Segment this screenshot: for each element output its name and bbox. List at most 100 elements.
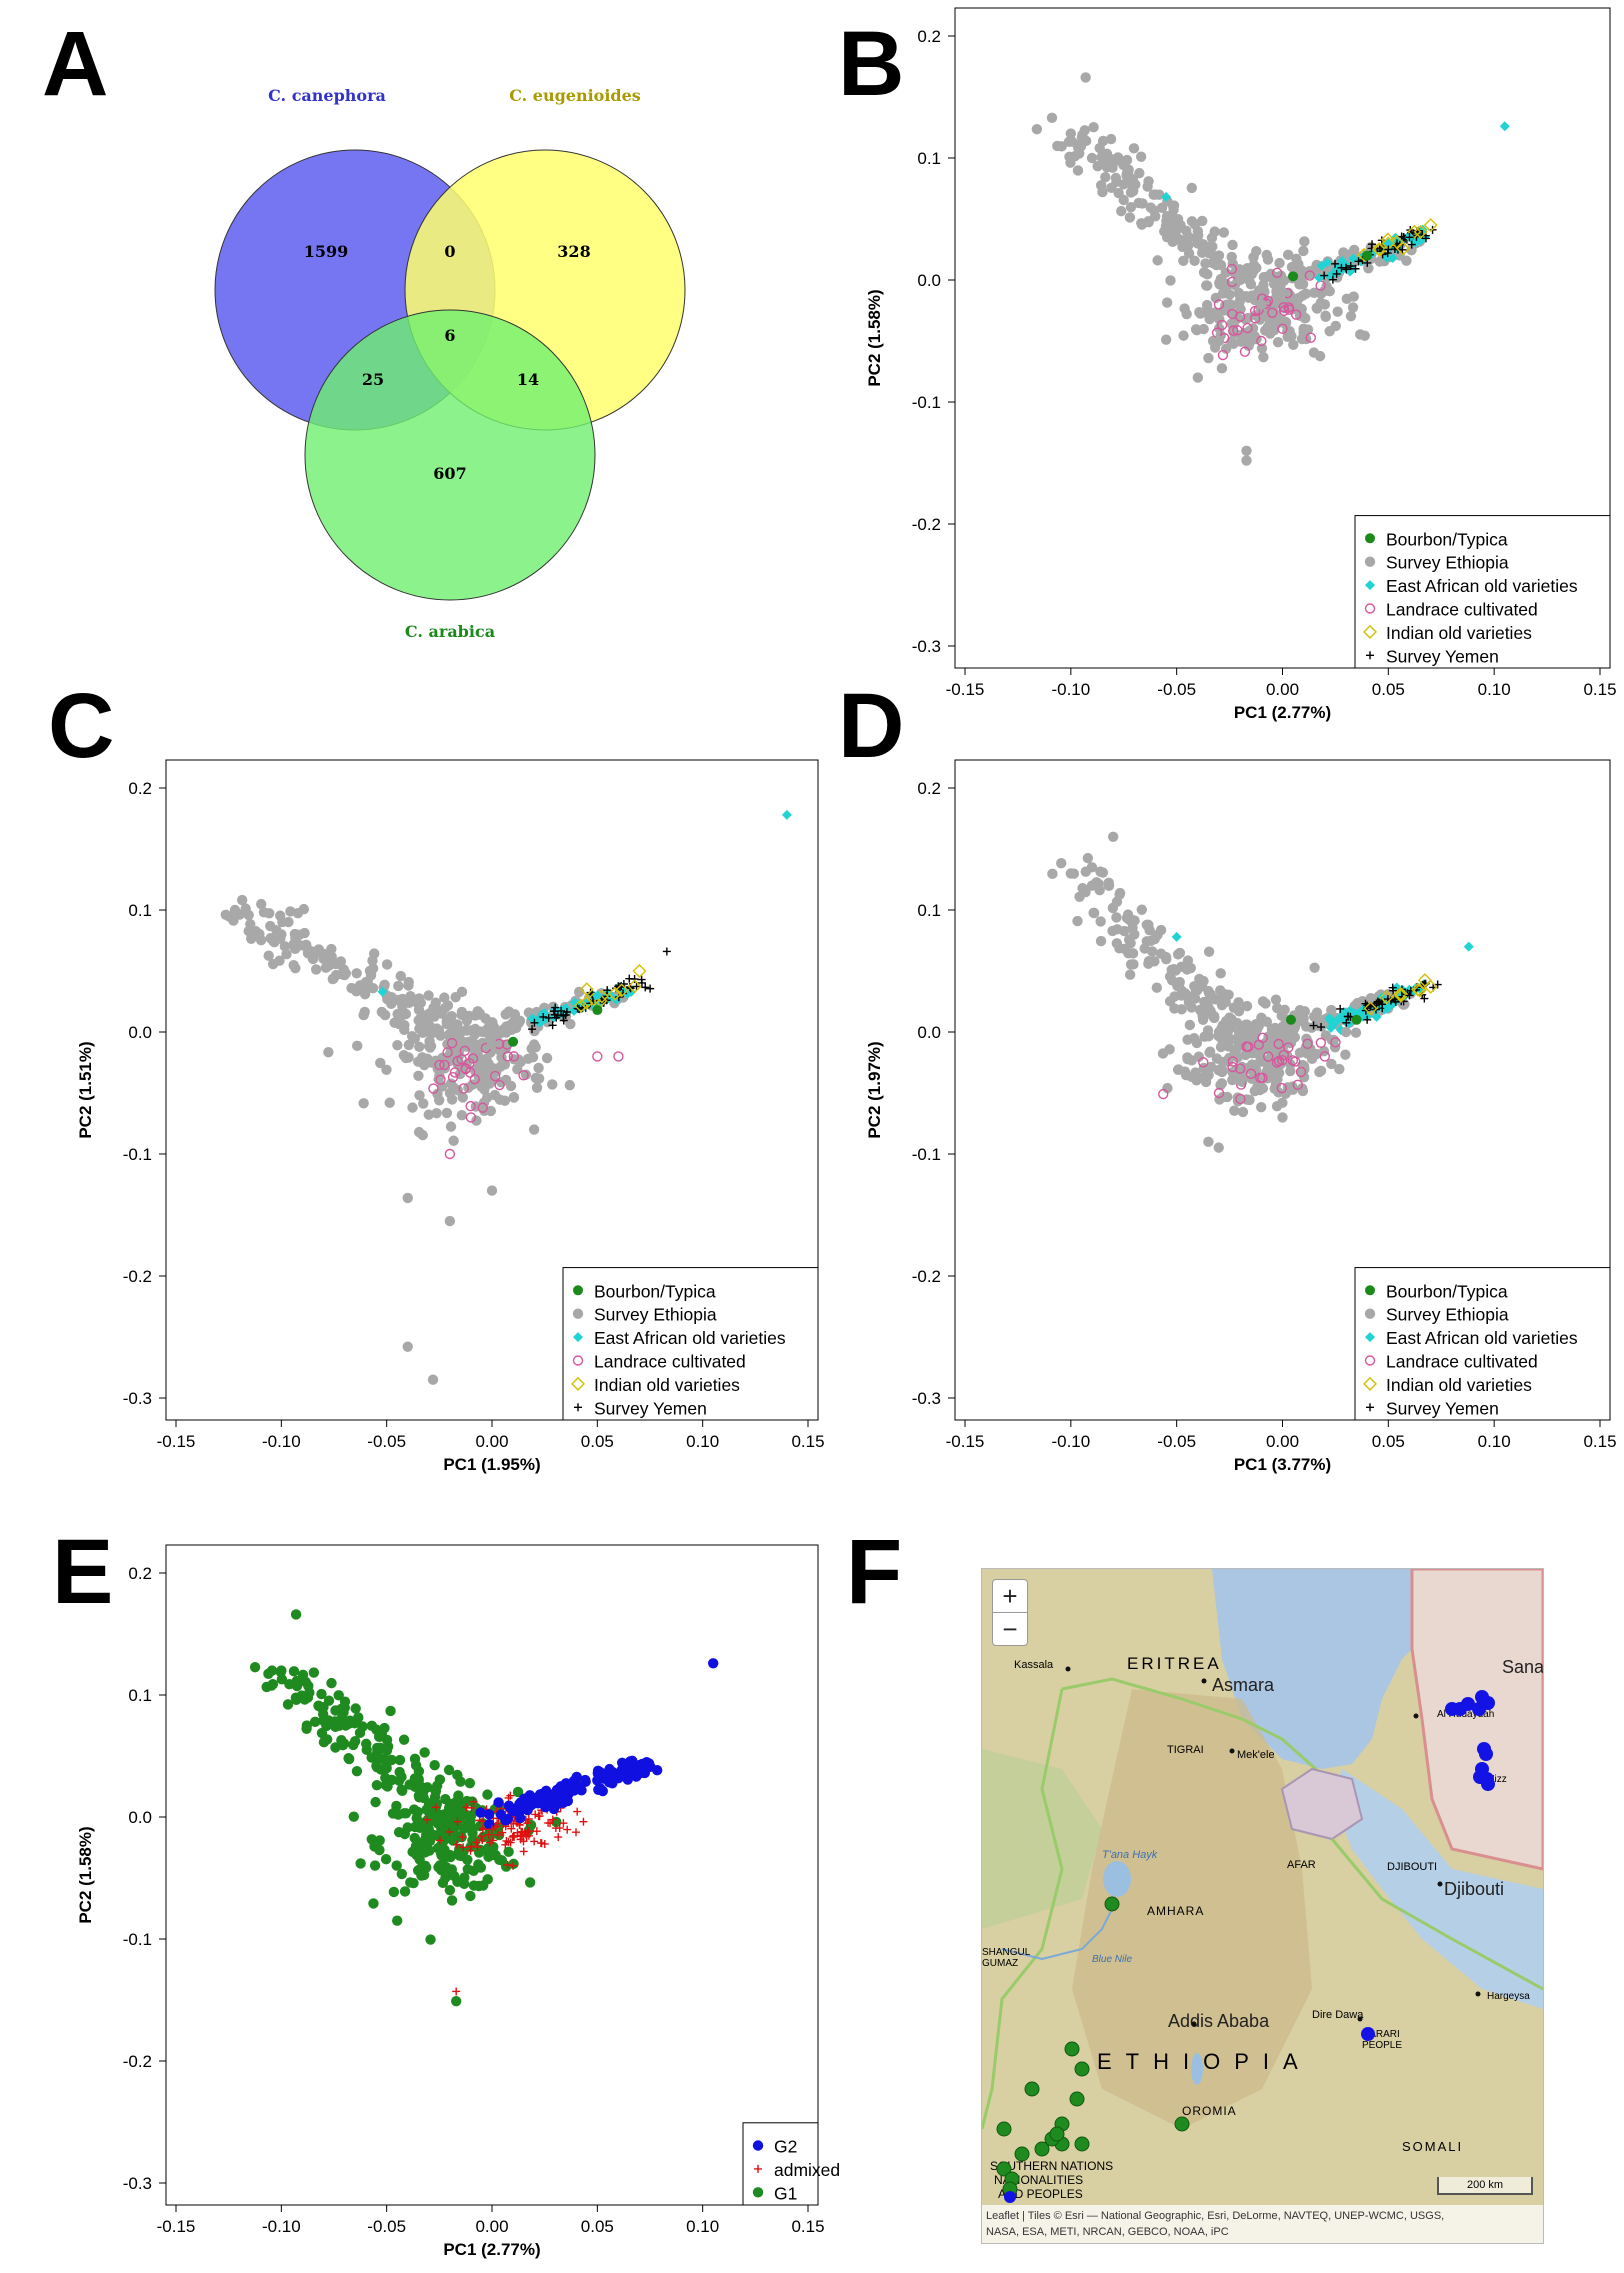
point-g1	[374, 1835, 385, 1846]
map-point-g1[interactable]	[1074, 2136, 1090, 2152]
map-point-g1[interactable]	[1034, 2141, 1050, 2157]
point-bourbon	[1351, 1014, 1362, 1025]
point-ethiopia	[1274, 295, 1285, 307]
point-yemen	[557, 1006, 566, 1015]
map-point-g2[interactable]	[1361, 2027, 1375, 2041]
map-point-g1[interactable]	[1074, 2061, 1090, 2077]
point-ethiopia	[520, 1069, 532, 1080]
point-ethiopia	[340, 968, 351, 979]
point-ethiopia	[1190, 1067, 1201, 1078]
point-ethiopia	[1298, 245, 1309, 257]
point-g1	[429, 1759, 440, 1771]
map-point-g1[interactable]	[996, 2161, 1012, 2177]
y-tick-label: 0.1	[917, 901, 941, 920]
map-point-g1[interactable]	[1049, 2126, 1065, 2142]
point-ethiopia	[1203, 1136, 1214, 1148]
point-landrace	[1257, 1072, 1268, 1084]
point-landrace	[428, 1083, 439, 1094]
point-g1	[481, 1844, 493, 1856]
point-yemen	[1366, 651, 1374, 660]
point-ethiopia	[1056, 858, 1067, 869]
point-g1	[351, 1766, 363, 1777]
point-ethiopia	[290, 962, 301, 974]
point-ethiopia	[1271, 1002, 1283, 1014]
x-tick-label: -0.15	[157, 1432, 196, 1451]
point-g1	[282, 1699, 294, 1710]
point-ethiopia	[1236, 1061, 1248, 1073]
point-ethiopia	[267, 935, 279, 947]
point-landrace	[460, 1063, 472, 1075]
legend-label: East African old varieties	[1386, 576, 1578, 596]
point-g1	[291, 1680, 303, 1692]
map-point-g1[interactable]	[996, 2121, 1012, 2137]
point-ethiopia	[335, 956, 347, 967]
point-ethiopia	[1130, 179, 1141, 190]
point-yemen	[1336, 1004, 1345, 1013]
x-tick-label: 0.15	[791, 1432, 824, 1451]
legend-label: Survey Yemen	[1386, 646, 1499, 666]
map-panel[interactable]: ERITREA ETHIOPIA SOMALI Asmara Djibouti …	[981, 1568, 1544, 2244]
lowland-area	[982, 1749, 1102, 1929]
map-point-g2[interactable]	[1479, 1747, 1493, 1761]
map-point-g1[interactable]	[1014, 2146, 1030, 2162]
map-point-g1[interactable]	[1069, 2091, 1085, 2107]
point-ethiopia	[352, 1040, 363, 1052]
point-yemen	[1328, 275, 1337, 284]
point-admixed	[517, 1827, 526, 1836]
attribution-line-1[interactable]: Leaflet | Tiles © Esri — National Geogra…	[986, 2210, 1445, 2222]
point-ethiopia	[1194, 307, 1205, 318]
map-point-g1[interactable]	[1064, 2041, 1080, 2057]
map-point-g1[interactable]	[1024, 2081, 1040, 2097]
point-g1	[468, 1880, 480, 1891]
point-ethiopia	[1217, 288, 1229, 299]
y-tick-label: 0.2	[917, 779, 941, 798]
point-g1	[435, 1840, 447, 1851]
point-ethiopia	[392, 1008, 403, 1020]
point-g1	[451, 1796, 462, 1807]
point-ethiopia	[274, 955, 285, 966]
zoom-in-button[interactable]: +	[992, 1579, 1028, 1613]
point-ethiopia	[1088, 121, 1099, 133]
point-ethiopia	[1047, 868, 1058, 880]
point-ethiopia	[1114, 943, 1125, 954]
point-yemen	[562, 1007, 571, 1016]
map-city-dot	[1357, 2016, 1363, 2022]
point-eastafrica	[573, 1332, 583, 1343]
point-bourbon	[1285, 1014, 1296, 1025]
map-point-g2[interactable]	[1453, 1702, 1467, 1716]
point-ethiopia	[326, 943, 337, 955]
point-ethiopia	[1213, 1142, 1224, 1153]
point-ethiopia	[1202, 269, 1213, 280]
panel-label-d: D	[838, 675, 905, 777]
point-ethiopia	[1088, 907, 1099, 919]
map-point-g1[interactable]	[1104, 1896, 1120, 1912]
blue-nile-river	[1001, 1898, 1118, 1961]
point-landrace	[1198, 1057, 1209, 1068]
map-point-g1[interactable]	[1174, 2116, 1190, 2132]
point-admixed	[571, 1828, 580, 1837]
y-tick-label: 0.0	[917, 271, 941, 290]
point-ethiopia	[376, 1006, 388, 1018]
x-tick-label: -0.05	[367, 2217, 406, 2236]
point-ethiopia	[1155, 924, 1167, 936]
point-landrace	[458, 1083, 469, 1094]
zoom-out-button[interactable]: −	[992, 1612, 1028, 1646]
x-tick-label: 0.00	[475, 2217, 508, 2236]
point-admixed	[519, 1847, 528, 1856]
gulf-of-aden-water	[1332, 1769, 1543, 2009]
point-ethiopia	[358, 1098, 369, 1109]
point-g1	[381, 1745, 393, 1756]
map-point-g2[interactable]	[1004, 2191, 1016, 2203]
map-point-g2[interactable]	[1472, 1702, 1486, 1716]
point-eastafrica	[1381, 252, 1392, 263]
map-label-harari: HARARI PEOPLE	[1362, 2029, 1403, 2051]
point-ethiopia	[1118, 194, 1129, 206]
point-admixed	[478, 1825, 487, 1834]
point-admixed	[551, 1824, 560, 1833]
point-admixed	[445, 1827, 454, 1836]
point-ethiopia	[431, 1108, 442, 1119]
point-g1	[381, 1763, 392, 1774]
point-ethiopia	[1123, 169, 1134, 180]
map-point-g2[interactable]	[1473, 1770, 1487, 1784]
legend-label: Survey Ethiopia	[1386, 1305, 1509, 1325]
